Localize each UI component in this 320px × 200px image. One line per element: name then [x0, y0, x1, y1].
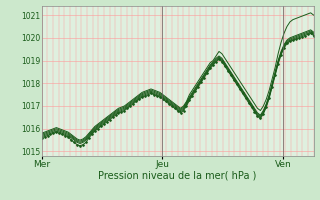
X-axis label: Pression niveau de la mer( hPa ): Pression niveau de la mer( hPa )	[99, 171, 257, 181]
